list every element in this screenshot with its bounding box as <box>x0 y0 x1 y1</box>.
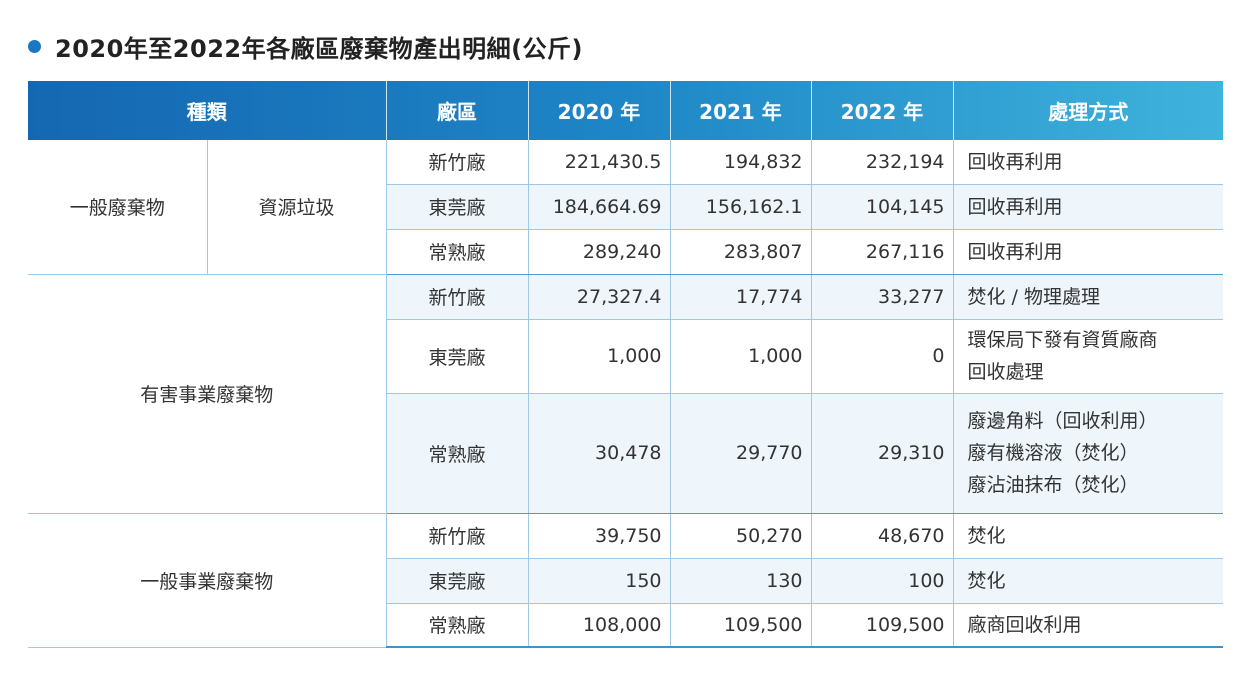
header-2020: 2020 年 <box>527 81 670 140</box>
waste-table: 種類 廠區 2020 年 2021 年 2022 年 處理方式 一般廢棄物 資源… <box>28 81 1223 648</box>
value-2020: 30,478 <box>527 393 670 514</box>
value-2020: 150 <box>527 558 670 604</box>
value-2020: 27,327.4 <box>527 274 670 320</box>
method-cell: 焚化 <box>952 558 1223 604</box>
method-line: 回收再利用 <box>967 195 1063 218</box>
title-row: 2020年至2022年各廠區廢棄物產出明細(公斤) <box>28 28 583 64</box>
value-2021: 1,000 <box>669 319 811 394</box>
method-line: 焚化 <box>967 569 1006 592</box>
value-2021: 156,162.1 <box>669 184 811 230</box>
value-2020: 221,430.5 <box>527 140 670 185</box>
method-line: 環保局下發有資質廠商 <box>967 329 1158 351</box>
method-cell: 焚化 / 物理處理 <box>952 274 1223 320</box>
plant-cell: 常熟廠 <box>385 393 528 514</box>
method-cell: 回收再利用 <box>952 184 1223 230</box>
value-2020: 289,240 <box>527 229 670 275</box>
plant-cell: 常熟廠 <box>385 229 528 275</box>
header-2022: 2022 年 <box>810 81 953 140</box>
plant-cell: 新竹廠 <box>385 274 528 320</box>
value-2022: 104,145 <box>810 184 953 230</box>
value-2022: 33,277 <box>810 274 953 320</box>
value-2021: 29,770 <box>669 393 811 514</box>
value-2021: 109,500 <box>669 603 811 648</box>
value-2022: 232,194 <box>810 140 953 185</box>
category-cell: 有害事業廢棄物 <box>28 274 386 514</box>
table-row: 常熟廠 108,000 109,500 109,500 廠商回收利用 <box>28 603 1223 648</box>
plant-cell: 常熟廠 <box>385 603 528 648</box>
value-2020: 39,750 <box>527 513 670 559</box>
method-line: 廢邊角料（回收利用） <box>967 410 1158 432</box>
page-title: 2020年至2022年各廠區廢棄物產出明細(公斤) <box>55 34 584 63</box>
method-cell: 廠商回收利用 <box>952 603 1223 648</box>
plant-cell: 新竹廠 <box>385 513 528 559</box>
value-2021: 17,774 <box>669 274 811 320</box>
method-line: 廠商回收利用 <box>967 613 1082 636</box>
category-cell: 一般廢棄物 <box>28 140 207 275</box>
category-cell: 一般事業廢棄物 <box>28 513 386 648</box>
value-2022: 29,310 <box>810 393 953 514</box>
method-line: 回收再利用 <box>967 150 1063 173</box>
plant-cell: 東莞廠 <box>385 184 528 230</box>
table-row: 一般廢棄物 資源垃圾 新竹廠 221,430.5 194,832 232,194… <box>28 140 1223 275</box>
value-2022: 267,116 <box>810 229 953 275</box>
table-row: 常熟廠 289,240 283,807 267,116 回收再利用 <box>28 229 1223 275</box>
value-2021: 50,270 <box>669 513 811 559</box>
header-method: 處理方式 <box>952 81 1223 140</box>
bullet-icon <box>28 39 41 53</box>
method-cell: 焚化 <box>952 513 1223 559</box>
value-2020: 184,664.69 <box>527 184 670 230</box>
table-row: 有害事業廢棄物 新竹廠 27,327.4 17,774 33,277 焚化 / … <box>28 274 1223 514</box>
method-cell: 廢邊角料（回收利用） 廢有機溶液（焚化） 廢沾油抹布（焚化） <box>952 393 1223 514</box>
table-row: 東莞廠 150 130 100 焚化 <box>28 558 1223 604</box>
value-2020: 108,000 <box>527 603 670 648</box>
method-line: 廢沾油抹布（焚化） <box>967 474 1139 496</box>
plant-cell: 東莞廠 <box>385 558 528 604</box>
table-row: 東莞廠 1,000 1,000 0 環保局下發有資質廠商 回收處理 <box>28 319 1223 394</box>
header-2021: 2021 年 <box>669 81 811 140</box>
plant-cell: 東莞廠 <box>385 319 528 394</box>
value-2022: 109,500 <box>810 603 953 648</box>
value-2020: 1,000 <box>527 319 670 394</box>
method-cell: 環保局下發有資質廠商 回收處理 <box>952 319 1223 394</box>
plant-cell: 新竹廠 <box>385 140 528 185</box>
value-2021: 283,807 <box>669 229 811 275</box>
subcategory-cell: 資源垃圾 <box>206 140 386 275</box>
value-2022: 0 <box>810 319 953 394</box>
header-type: 種類 <box>186 100 227 124</box>
value-2022: 100 <box>810 558 953 604</box>
value-2021: 194,832 <box>669 140 811 185</box>
method-cell: 回收再利用 <box>952 229 1223 275</box>
method-line: 回收再利用 <box>967 240 1063 263</box>
table-row: 東莞廠 184,664.69 156,162.1 104,145 回收再利用 <box>28 184 1223 230</box>
method-line: 焚化 <box>967 524 1006 547</box>
header-row: 種類 廠區 2020 年 2021 年 2022 年 處理方式 <box>28 81 1223 140</box>
method-cell: 回收再利用 <box>952 140 1223 185</box>
header-plant: 廠區 <box>385 81 528 140</box>
table-row: 常熟廠 30,478 29,770 29,310 廢邊角料（回收利用） 廢有機溶… <box>28 393 1223 514</box>
method-line: 焚化 / 物理處理 <box>967 285 1100 308</box>
value-2021: 130 <box>669 558 811 604</box>
table-row: 一般事業廢棄物 新竹廠 39,750 50,270 48,670 焚化 <box>28 513 1223 648</box>
value-2022: 48,670 <box>810 513 953 559</box>
method-line: 回收處理 <box>967 361 1044 383</box>
method-line: 廢有機溶液（焚化） <box>967 442 1139 464</box>
